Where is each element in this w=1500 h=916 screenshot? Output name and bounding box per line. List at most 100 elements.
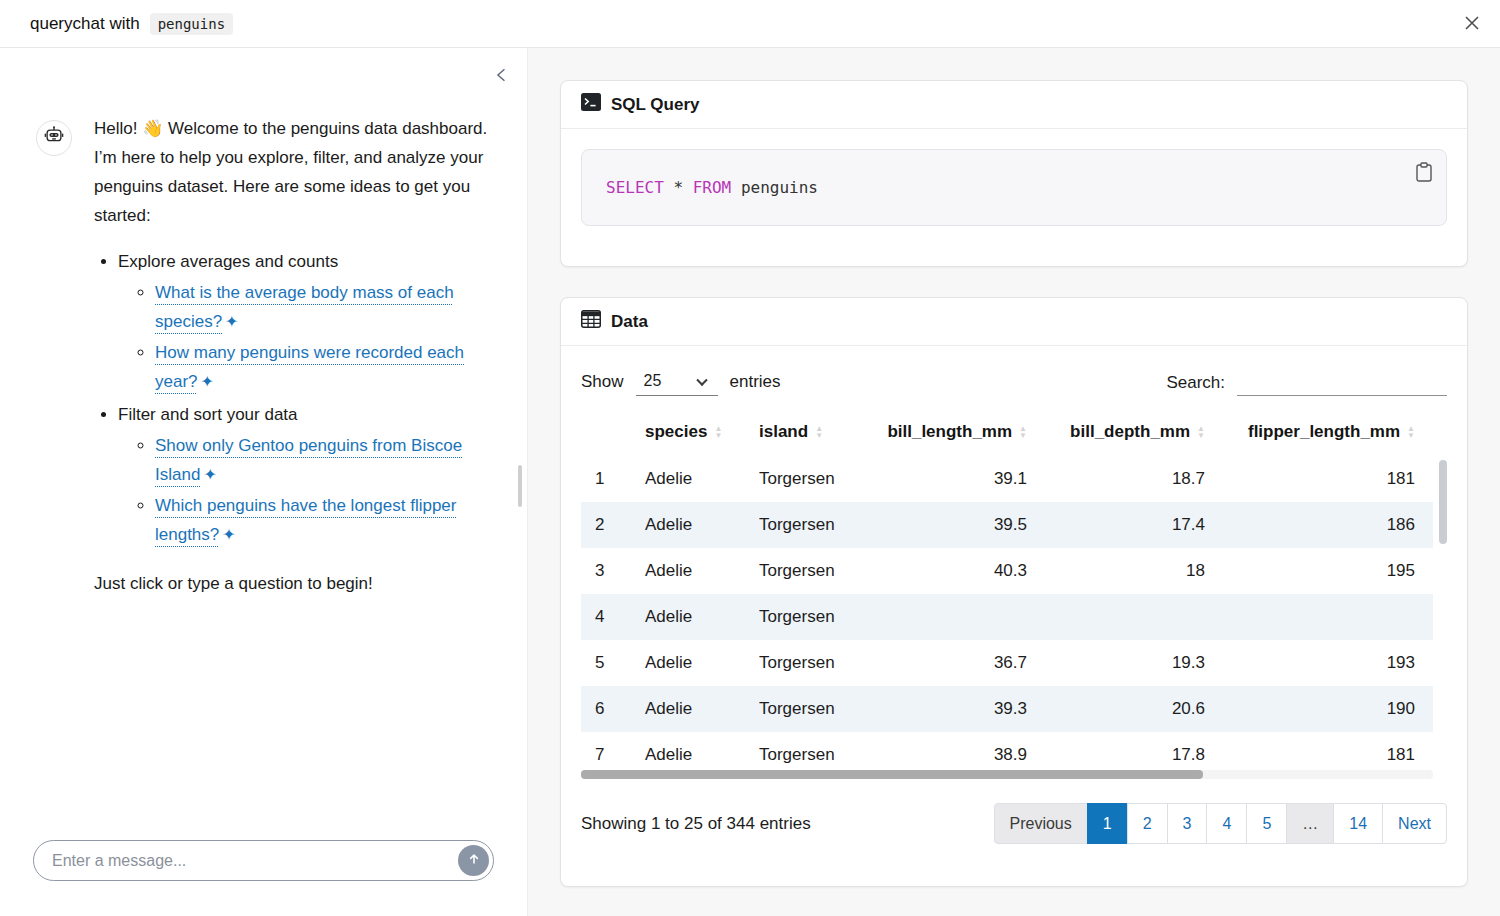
collapse-sidebar-button[interactable] <box>491 64 513 89</box>
column-header-island[interactable]: island▲▼ <box>741 408 855 456</box>
suggestion-link[interactable]: Show only Gentoo penguins from Biscoe Is… <box>155 436 462 484</box>
sort-icon: ▲▼ <box>714 425 722 439</box>
suggestion-section: Explore averages and counts What is the a… <box>118 247 497 396</box>
sql-code-block: SELECT * FROM penguins <box>581 149 1447 226</box>
page-button-5[interactable]: 5 <box>1246 803 1287 844</box>
data-card-header: Data <box>561 298 1467 346</box>
vertical-scrollbar[interactable] <box>1439 460 1447 544</box>
table-row: 3AdelieTorgersen40.318195 <box>581 548 1433 594</box>
cell: 39.3 <box>855 686 1045 732</box>
sparkle-icon: ✦ <box>203 466 216 483</box>
column-label: bill_depth_mm <box>1070 422 1190 442</box>
chat-message-input[interactable] <box>33 840 494 881</box>
chevron-left-icon <box>493 72 511 87</box>
cell: 39.5 <box>855 502 1045 548</box>
sql-query-card: SQL Query SELECT * FROM penguins <box>560 80 1468 267</box>
cell <box>1223 594 1433 640</box>
suggestion-item: Show only Gentoo penguins from Biscoe Is… <box>155 431 497 489</box>
page-button-previous: Previous <box>994 803 1088 844</box>
suggestion-list: What is the average body mass of each sp… <box>118 278 497 396</box>
table-icon <box>581 310 601 333</box>
sort-icon: ▲▼ <box>815 425 823 439</box>
suggestion-link[interactable]: What is the average body mass of each sp… <box>155 283 454 331</box>
cell: Torgersen <box>741 548 855 594</box>
cell: Adelie <box>627 502 741 548</box>
sql-card-header: SQL Query <box>561 81 1467 129</box>
sort-icon: ▲▼ <box>1407 425 1415 439</box>
chat-message: Hello! 👋 Welcome to the penguins data da… <box>0 48 527 598</box>
sparkle-icon: ✦ <box>225 313 238 330</box>
page-button-4[interactable]: 4 <box>1206 803 1247 844</box>
column-label: flipper_length_mm <box>1248 422 1400 442</box>
cell: Adelie <box>627 594 741 640</box>
search-label: Search: <box>1166 373 1225 393</box>
data-card-body: Show 25 entries Search: <box>561 346 1467 864</box>
close-icon <box>1462 21 1482 36</box>
suggestion-item: How many penguins were recorded each yea… <box>155 338 497 396</box>
suggestion-sections: Explore averages and counts What is the a… <box>94 247 497 549</box>
sql-keyword: SELECT <box>606 178 664 197</box>
chat-outro: Just click or type a question to begin! <box>94 569 497 598</box>
arrow-up-icon <box>466 851 482 870</box>
cell: 1 <box>581 456 627 502</box>
table-row: 6AdelieTorgersen39.320.6190 <box>581 686 1433 732</box>
sql-card-body: SELECT * FROM penguins <box>561 129 1467 246</box>
table-footer: Showing 1 to 25 of 344 entries Previous1… <box>581 803 1447 844</box>
cell: Adelie <box>627 548 741 594</box>
section-title: Explore averages and counts <box>118 252 338 271</box>
cell: 186 <box>1223 502 1433 548</box>
page-button-2[interactable]: 2 <box>1127 803 1168 844</box>
data-card: Data Show 25 entries <box>560 297 1468 887</box>
column-header-bill_depth_mm[interactable]: bill_depth_mm▲▼ <box>1045 408 1223 456</box>
cell: Adelie <box>627 456 741 502</box>
avatar <box>36 120 72 156</box>
chat-panel: Hello! 👋 Welcome to the penguins data da… <box>0 48 528 916</box>
close-button[interactable] <box>1460 11 1484 38</box>
cell: 3 <box>581 548 627 594</box>
data-table: species▲▼island▲▼ bill_length_mm ▲▼ bill_de… <box>581 408 1433 778</box>
main-content: SQL Query SELECT * FROM penguins <box>528 48 1500 916</box>
cell: 2 <box>581 502 627 548</box>
app-root: querychat with penguins <box>0 0 1500 916</box>
table-container: species▲▼island▲▼ bill_length_mm ▲▼ bill_de… <box>581 408 1447 779</box>
suggestion-link[interactable]: Which penguins have the longest flipper … <box>155 496 456 544</box>
column-header-species[interactable]: species▲▼ <box>627 408 741 456</box>
cell <box>1045 594 1223 640</box>
page-button-1[interactable]: 1 <box>1087 803 1128 844</box>
cell: 190 <box>1223 686 1433 732</box>
page-button-next[interactable]: Next <box>1382 803 1447 844</box>
column-header-bill_length_mm[interactable]: bill_length_mm ▲▼ <box>855 408 1045 456</box>
suggestion-item: What is the average body mass of each sp… <box>155 278 497 336</box>
show-label: Show <box>581 372 624 392</box>
chat-input-container <box>33 840 494 881</box>
search-input[interactable] <box>1237 370 1447 396</box>
entries-label: entries <box>730 372 781 392</box>
column-header-flipper_length_mm[interactable]: flipper_length_mm ▲▼ <box>1223 408 1433 456</box>
data-card-title: Data <box>611 312 648 332</box>
column-header-rownum <box>581 408 627 456</box>
table-row: 4AdelieTorgersen <box>581 594 1433 640</box>
cell: Adelie <box>627 686 741 732</box>
table-row: 1AdelieTorgersen39.118.7181 <box>581 456 1433 502</box>
cell: 19.3 <box>1045 640 1223 686</box>
sparkle-icon: ✦ <box>222 526 235 543</box>
sort-icon: ▲▼ <box>1019 425 1027 439</box>
dataset-chip: penguins <box>150 13 233 35</box>
table-row: 5AdelieTorgersen36.719.3193 <box>581 640 1433 686</box>
copy-button[interactable] <box>1412 158 1436 189</box>
page-button-14[interactable]: 14 <box>1333 803 1383 844</box>
page-button-3[interactable]: 3 <box>1167 803 1208 844</box>
cell: 193 <box>1223 640 1433 686</box>
table-info: Showing 1 to 25 of 344 entries <box>581 814 811 834</box>
search-control: Search: <box>1166 370 1447 396</box>
sql-table-name: penguins <box>741 178 818 197</box>
send-button[interactable] <box>458 845 489 876</box>
column-label: bill_length_mm <box>887 422 1012 442</box>
cell: 18 <box>1045 548 1223 594</box>
chat-scrollbar[interactable] <box>518 465 522 507</box>
horizontal-scrollbar[interactable] <box>581 770 1203 779</box>
cell: 4 <box>581 594 627 640</box>
page-size-select[interactable]: 25 <box>636 368 718 396</box>
chat-message-body: Hello! 👋 Welcome to the penguins data da… <box>94 114 497 598</box>
robot-icon <box>43 125 65 151</box>
